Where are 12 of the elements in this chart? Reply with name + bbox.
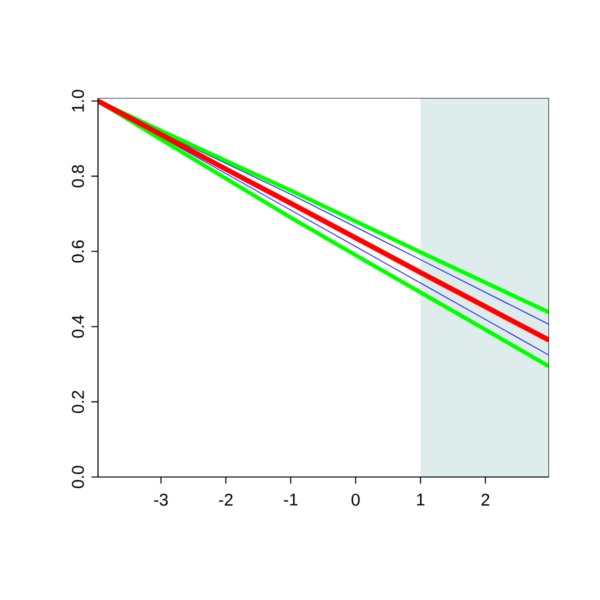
x-tick-label: -2 xyxy=(219,494,233,506)
x-tick-label: 0 xyxy=(352,494,360,506)
x-tick-label: 1 xyxy=(417,494,424,506)
y-tick-label: 0.6 xyxy=(72,240,84,263)
y-tick-label: 1.0 xyxy=(72,90,84,112)
x-tick-label: -3 xyxy=(154,494,168,506)
y-tick-label: 0.0 xyxy=(72,466,84,488)
y-tick-label: 0.8 xyxy=(72,165,84,188)
y-tick-label: 0.4 xyxy=(72,315,84,338)
x-tick-label: -1 xyxy=(284,494,298,506)
x-tick-label: 2 xyxy=(482,494,490,506)
y-tick-label: 0.2 xyxy=(72,390,84,413)
